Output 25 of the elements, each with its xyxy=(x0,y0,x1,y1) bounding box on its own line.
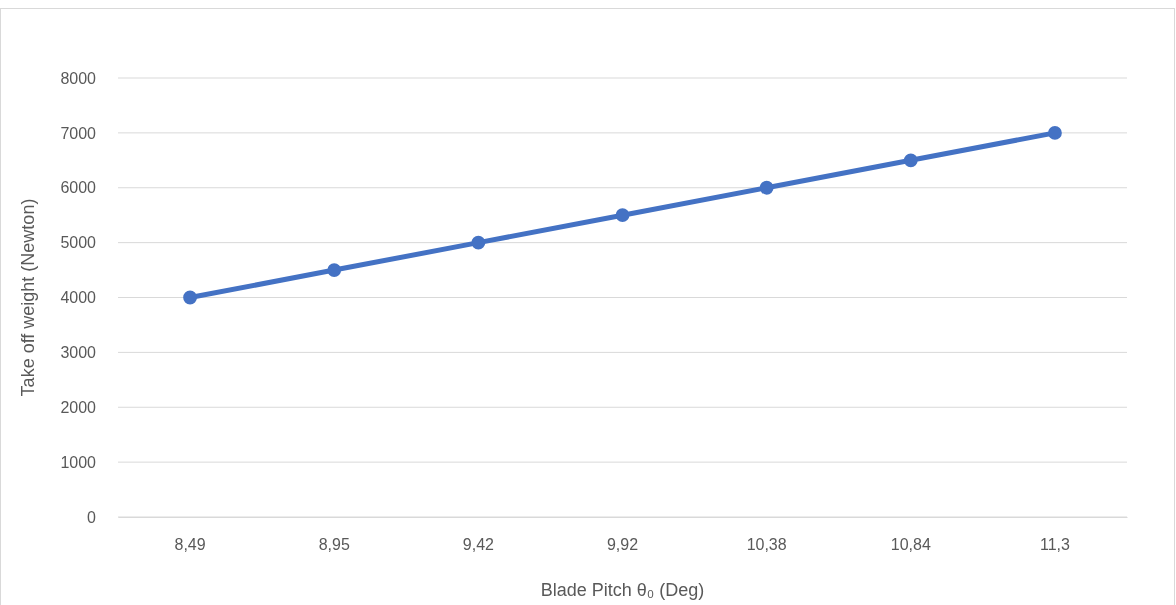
y-tick-label: 3000 xyxy=(60,343,97,361)
x-axis-title: Blade Pitch θ₀ (Deg) xyxy=(540,580,705,600)
y-tick-label: 1000 xyxy=(60,453,97,471)
y-tick-label: 0 xyxy=(87,508,97,526)
y-tick-label: 5000 xyxy=(60,234,97,252)
y-axis-title: Take off weight (Newton) xyxy=(18,198,38,397)
point xyxy=(327,263,342,277)
y-tick-label: 8000 xyxy=(60,69,97,87)
point xyxy=(615,208,630,223)
x-tick-label: 9,42 xyxy=(462,536,495,554)
point xyxy=(471,235,486,250)
x-tick-label: 10,38 xyxy=(746,536,787,554)
point xyxy=(903,153,918,168)
x-tick-label: 8,49 xyxy=(174,536,206,554)
point xyxy=(1048,125,1062,140)
y-tick-label: 6000 xyxy=(60,179,97,197)
y-tick-label: 4000 xyxy=(60,289,97,307)
x-tick-label: 10,84 xyxy=(890,536,931,554)
x-tick-label: 9,92 xyxy=(606,536,639,554)
x-tick-label: 11,3 xyxy=(1039,536,1071,554)
y-tick-label: 2000 xyxy=(60,398,97,416)
point xyxy=(183,290,197,305)
point xyxy=(759,180,774,195)
y-tick-label: 7000 xyxy=(60,124,97,142)
x-tick-label: 8,95 xyxy=(318,536,350,554)
